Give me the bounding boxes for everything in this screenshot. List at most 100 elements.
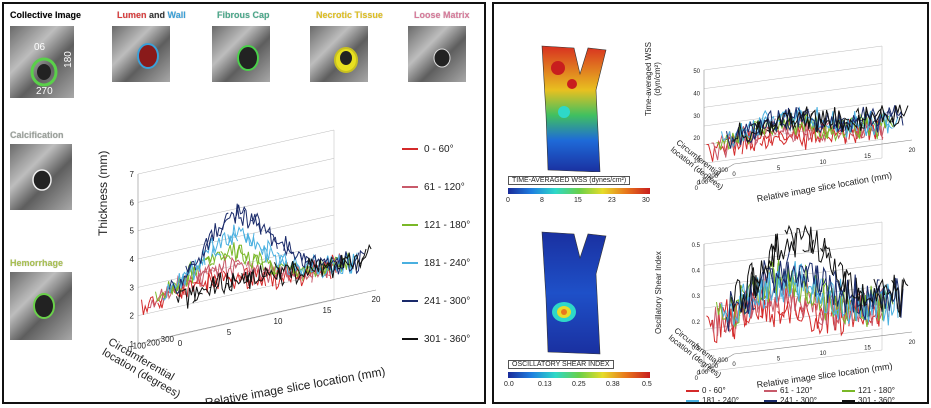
legend-swatch — [402, 338, 418, 341]
data-trace — [299, 253, 327, 270]
x-axis-line — [179, 289, 377, 335]
x-axis-line — [733, 331, 913, 355]
calcification-mri-image — [10, 144, 72, 210]
data-trace — [815, 265, 845, 305]
x-tick-label: 0 — [178, 339, 183, 348]
data-trace — [260, 239, 288, 270]
legend-item: 121 - 180° — [842, 386, 895, 395]
z-tick-label: 30 — [693, 114, 700, 120]
legend-item: 0 - 60° — [686, 386, 726, 395]
necrotic-tissue-label: Necrotic Tissue — [316, 10, 383, 20]
data-trace — [236, 245, 264, 271]
data-trace — [239, 267, 267, 286]
legend-item: 241 - 300° — [764, 396, 817, 402]
data-trace — [731, 262, 761, 313]
data-trace — [784, 224, 814, 258]
data-trace — [795, 123, 825, 150]
data-trace — [251, 213, 278, 249]
x-tick-label: 10 — [274, 317, 283, 326]
grid-line — [703, 45, 883, 71]
z-tick-label: 7 — [130, 170, 135, 179]
osi-vessel-model — [541, 231, 607, 355]
grid-line — [703, 328, 883, 351]
data-trace — [192, 273, 220, 304]
y-axis-line — [703, 163, 735, 183]
legend-item: 0 - 60° — [402, 144, 454, 155]
osi-tick-2: 0.25 — [572, 381, 586, 388]
osi-tick-0: 0.0 — [504, 381, 514, 388]
wss-tick-2: 15 — [574, 197, 582, 204]
grid-line — [703, 243, 883, 266]
data-trace — [766, 109, 797, 134]
z-tick-label: 2 — [130, 312, 135, 321]
wss-tick-0: 0 — [506, 197, 510, 204]
legend-label: 0 - 60° — [424, 144, 454, 155]
osi-colorbar-title: OSCILLATORY SHEAR INDEX — [508, 360, 614, 369]
grid-line — [137, 129, 335, 175]
fibrous-cap-label: Fibrous Cap — [217, 10, 270, 20]
z-tick-label: 0 — [697, 371, 701, 377]
grid-line — [703, 221, 883, 245]
grid-line — [703, 139, 883, 164]
z-tick-label: 1 — [130, 340, 135, 349]
x-axis-line — [733, 139, 913, 165]
data-trace — [176, 285, 203, 309]
data-trace — [855, 277, 886, 308]
data-trace — [805, 115, 835, 140]
data-trace — [837, 109, 868, 131]
y-axis-line — [703, 353, 735, 373]
data-trace — [218, 203, 246, 237]
data-trace — [795, 302, 825, 335]
necrotic-tissue-mri-image — [310, 26, 368, 82]
data-trace — [306, 257, 334, 277]
osi-tick-1: 0.13 — [538, 381, 552, 388]
legend-label: 121 - 180° — [424, 220, 471, 231]
data-trace — [782, 119, 812, 142]
legend-swatch — [402, 148, 418, 151]
x-tick-label: 15 — [323, 306, 332, 315]
data-trace — [225, 271, 253, 290]
z-tick-label: 0 — [697, 181, 701, 187]
wss-tick-1: 8 — [540, 197, 544, 204]
data-trace — [267, 230, 294, 257]
y-tick-label: 200 — [708, 174, 719, 180]
data-trace — [211, 224, 239, 257]
angle-label-270: 270 — [36, 86, 53, 97]
data-trace — [731, 120, 761, 144]
wss-z-label-line1: Time-averaged WSS — [644, 42, 653, 116]
collective-mri-image — [10, 26, 74, 98]
calcification-label: Calcification — [10, 130, 64, 140]
data-trace — [257, 266, 285, 287]
legend-label: 181 - 240° — [702, 396, 740, 404]
data-trace — [886, 105, 904, 126]
z-tick-label: 6 — [130, 198, 135, 207]
legend-item: 181 - 240° — [402, 258, 470, 269]
legend-swatch — [402, 262, 418, 265]
legend-label: 0 - 60° — [702, 386, 726, 395]
data-trace — [204, 251, 232, 267]
z-tick-label: 50 — [693, 69, 700, 75]
data-trace — [832, 270, 862, 313]
data-trace — [290, 258, 318, 286]
hemorrhage-mri-image — [10, 272, 72, 340]
x-tick-label: 15 — [864, 154, 871, 160]
right-figure-panel: TIME-AVERAGED WSS (dynes/cm²) 0 8 15 23 … — [492, 2, 929, 404]
legend-swatch — [686, 389, 699, 392]
legend-swatch — [402, 224, 418, 227]
data-trace — [748, 233, 779, 298]
data-trace — [792, 107, 822, 129]
grid-line — [137, 243, 335, 288]
x-tick-label: 0 — [732, 172, 736, 178]
data-trace — [711, 131, 741, 161]
legend-swatch — [402, 300, 418, 303]
data-trace — [220, 242, 248, 266]
x-tick-label: 5 — [777, 357, 781, 363]
data-trace — [743, 109, 774, 140]
z-tick-label: 0.3 — [692, 294, 701, 300]
x-tick-label: 20 — [909, 148, 916, 154]
data-trace — [802, 226, 832, 263]
lumen-label-text: Lumen — [117, 10, 147, 20]
data-trace — [209, 272, 236, 295]
